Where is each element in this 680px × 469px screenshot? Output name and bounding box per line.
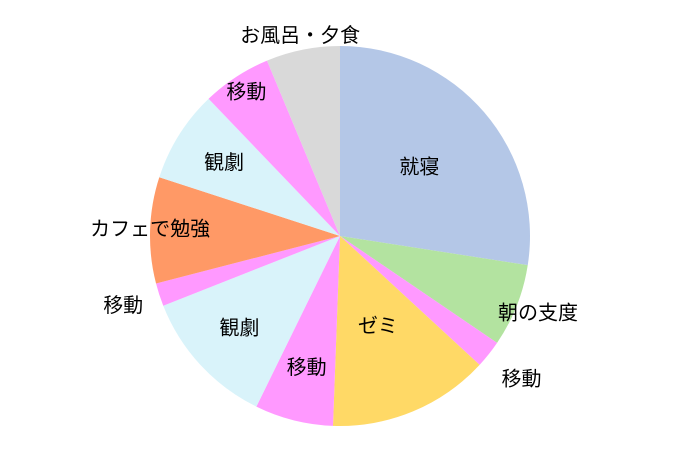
pie-slice (340, 46, 530, 266)
pie-slice-label: 就寝 (399, 155, 439, 179)
pie-slice-label: 移動 (226, 79, 266, 103)
pie-slice-label: 移動 (103, 293, 143, 317)
pie-slice (208, 60, 340, 236)
pie-slices (150, 46, 530, 426)
pie-slice (256, 236, 340, 426)
pie-slice (159, 98, 340, 236)
pie-slice (332, 236, 480, 426)
pie-slice-label: 移動 (287, 355, 327, 379)
pie-slice-label: 朝の支度 (498, 301, 578, 325)
pie-slice-label: 観劇 (204, 150, 244, 174)
pie-slice (340, 236, 528, 343)
pie-slice-label: カフェで勉強 (90, 217, 210, 241)
pie-slice-label: ゼミ (358, 314, 398, 338)
pie-slice-label: お風呂・夕食 (240, 23, 360, 47)
pie-slice-label: 観劇 (220, 315, 260, 339)
pie-slice (150, 177, 340, 284)
pie-slice (156, 236, 340, 306)
pie-slice (163, 236, 340, 407)
pie-slice (267, 46, 340, 236)
pie-slice-label: 移動 (502, 367, 542, 391)
pie-slice (340, 236, 498, 365)
